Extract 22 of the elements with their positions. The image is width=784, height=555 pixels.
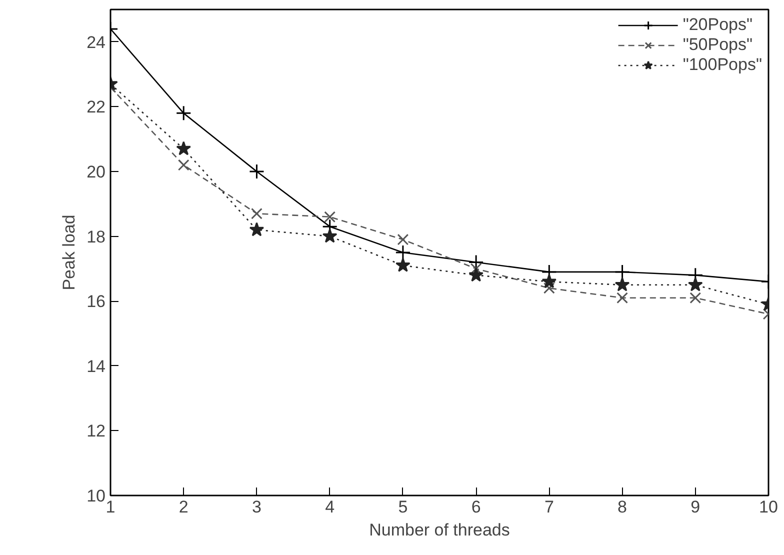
y-tick-label: 16 xyxy=(86,292,106,312)
x-tick-label: 8 xyxy=(618,498,628,516)
y-axis-title: Peak load xyxy=(60,214,79,290)
legend-label: "50Pops" xyxy=(682,35,753,55)
x-tick-label: 3 xyxy=(252,498,262,516)
x-tick-label: 7 xyxy=(544,498,554,516)
y-tick-label: 18 xyxy=(86,227,106,246)
x-axis-title: Number of threads xyxy=(369,520,510,540)
x-tick-label: 10 xyxy=(759,498,778,516)
legend-label: "20Pops" xyxy=(682,15,753,35)
x-tick-label: 5 xyxy=(398,498,408,516)
x-tick-label: 6 xyxy=(471,498,481,516)
y-tick-label: 20 xyxy=(86,162,106,182)
x-tick-label: 4 xyxy=(325,498,335,516)
y-tick-label: 24 xyxy=(86,32,106,52)
y-tick-label: 12 xyxy=(86,422,106,441)
y-tick-label: 22 xyxy=(86,98,106,117)
legend-label: "100Pops" xyxy=(682,55,762,75)
y-tick-label: 14 xyxy=(86,356,106,376)
x-tick-label: 1 xyxy=(106,498,116,516)
x-tick-label: 9 xyxy=(690,498,700,516)
x-tick-label: 2 xyxy=(178,498,188,516)
